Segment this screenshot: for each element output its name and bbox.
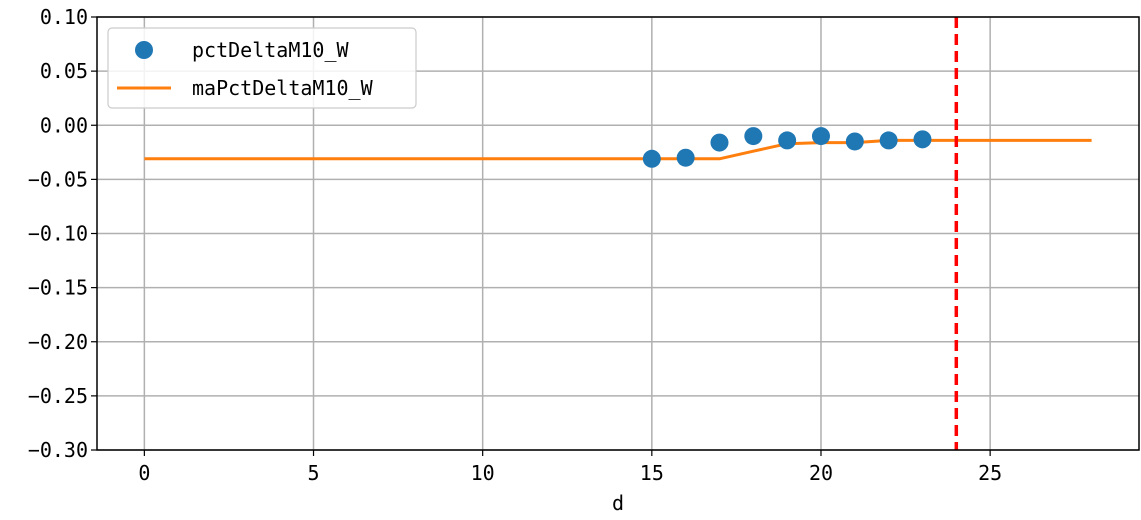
data-point: [744, 127, 763, 146]
data-point: [913, 130, 932, 149]
data-point: [710, 133, 729, 152]
legend-label: maPctDeltaM10_W: [192, 76, 374, 100]
y-tick-label: 0.10: [40, 5, 88, 29]
y-tick-label: −0.30: [28, 438, 88, 462]
x-tick-label: 20: [809, 461, 833, 485]
y-tick-label: 0.00: [40, 113, 88, 137]
series: [144, 17, 1092, 450]
data-point: [879, 131, 898, 150]
y-tick-label: 0.05: [40, 59, 88, 83]
x-tick-label: 15: [640, 461, 664, 485]
y-tick-label: −0.20: [28, 330, 88, 354]
y-tick-label: −0.10: [28, 222, 88, 246]
legend-box: [107, 27, 417, 109]
plot-frame: [96, 16, 1140, 451]
data-point: [845, 132, 864, 151]
series-line-maPctDeltaM10_W: [144, 138, 1092, 161]
legend-marker: [135, 41, 153, 59]
data-point: [676, 148, 695, 167]
data-point: [642, 149, 661, 168]
data-point: [811, 127, 830, 146]
y-tick-label: −0.05: [28, 167, 88, 191]
y-tick-label: −0.25: [28, 384, 88, 408]
grid: [97, 16, 1139, 451]
x-tick-label: 0: [138, 461, 150, 485]
x-tick-label: 25: [978, 461, 1002, 485]
x-axis-label: d: [612, 491, 624, 515]
x-tick-label: 5: [307, 461, 319, 485]
y-tick-label: −0.15: [28, 276, 88, 300]
legend: pctDeltaM10_W maPctDeltaM10_W: [107, 27, 417, 109]
x-ticks: 0 5 10 15 20 25: [138, 450, 1002, 485]
data-point: [778, 131, 797, 150]
legend-label: pctDeltaM10_W: [192, 38, 349, 62]
x-tick-label: 10: [471, 461, 495, 485]
y-ticks: 0.10 0.05 0.00 −0.05 −0.10 −0.15 −0.20 −0.25 −0.…: [28, 5, 97, 462]
